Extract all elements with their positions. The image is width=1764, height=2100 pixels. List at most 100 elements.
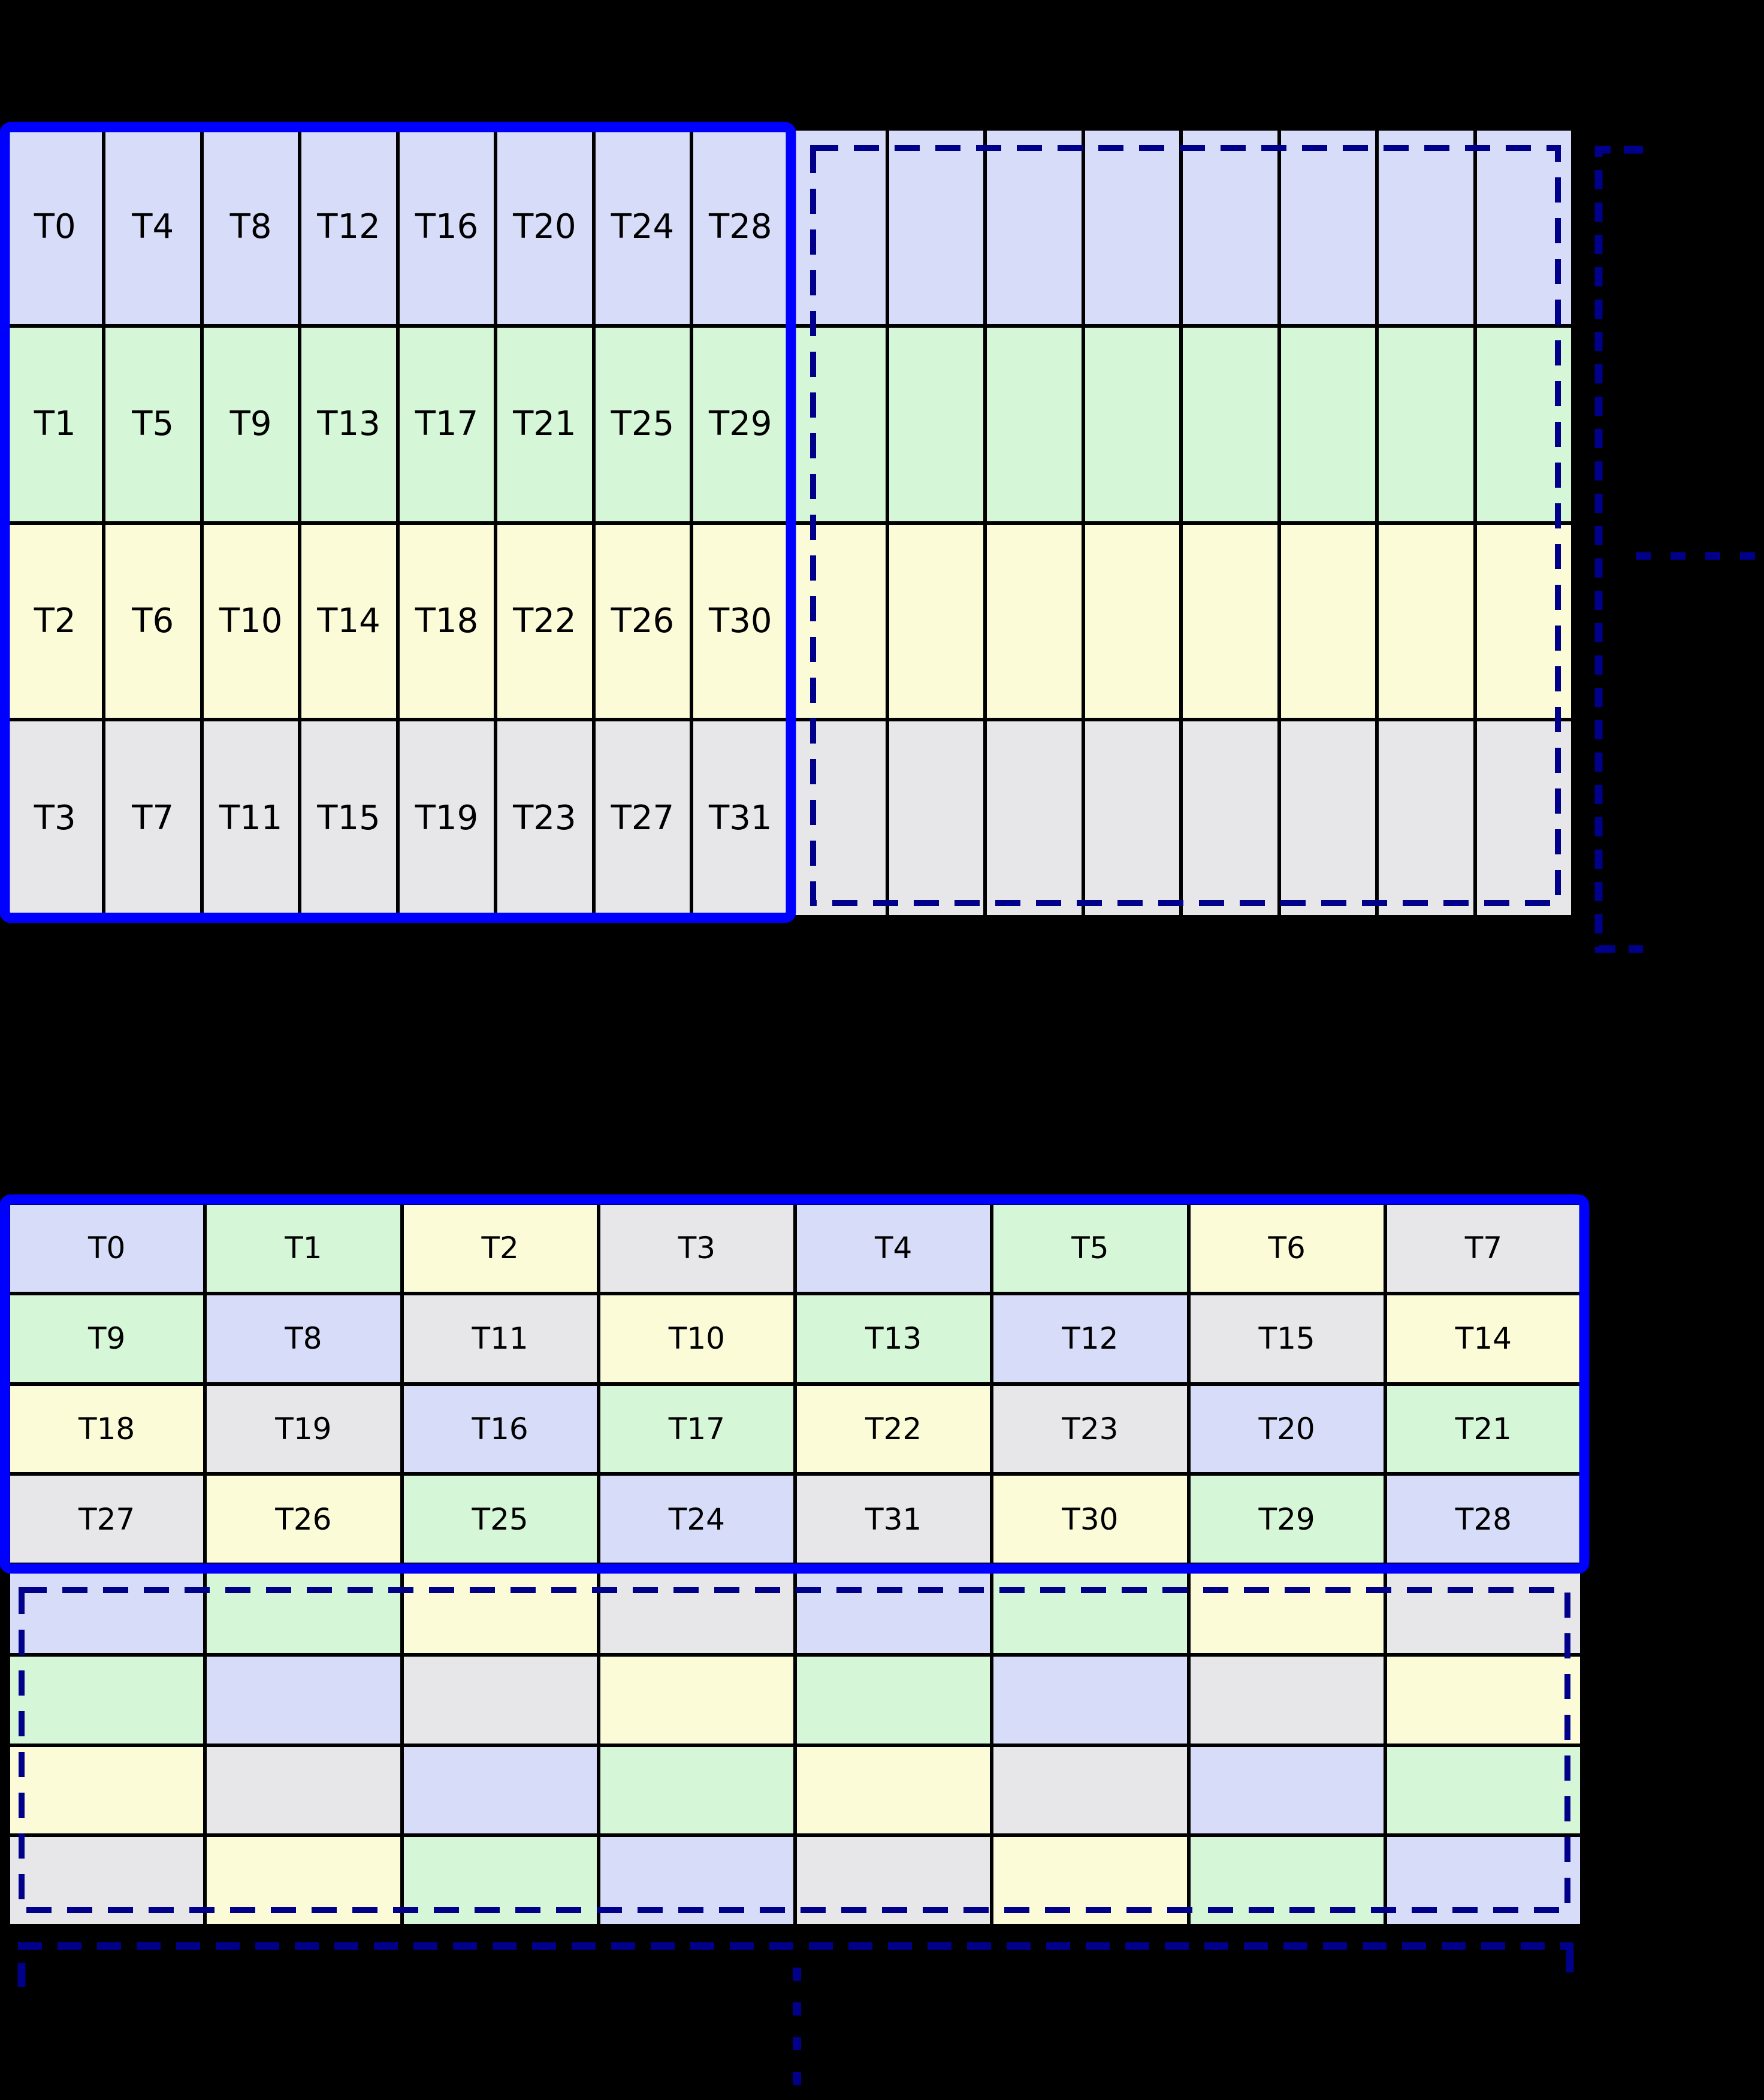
grid2-cell-r4-c1 [205,1564,402,1655]
grid2-cell-r4-c4 [795,1564,992,1655]
grid2-cell-r3-c3: T24 [598,1474,795,1564]
grid1-cell-r3-c4: T19 [397,720,496,917]
grid2-cell-r7-c0 [8,1835,206,1926]
grid2-cell-r5-c4 [795,1654,992,1745]
grid2-cell-r5-c1 [205,1654,402,1745]
grid2-cell-r2-c3: T17 [598,1383,795,1474]
grid2-cell-r3-c0: T27 [8,1474,206,1564]
grid1-cell-r1-c7: T29 [691,325,790,523]
grid2-cell-r1-c4: T13 [795,1293,992,1384]
grid1-cell-r1-c13 [1279,325,1378,523]
grid1-cell-r1-c10 [985,325,1083,523]
grid1-cell-r1-c4: T17 [397,325,496,523]
grid1-cell-r2-c7: T30 [691,522,790,720]
grid2-cell-r3-c2: T25 [401,1474,599,1564]
grid2-cell-r5-c7 [1385,1654,1582,1745]
grid1-cell-r2-c13 [1279,522,1378,720]
grid2-cell-r3-c1: T26 [205,1474,402,1564]
grid1-cell-r2-c10 [985,522,1083,720]
grid1-cell-r3-c0: T3 [6,720,104,917]
grid2-cell-r1-c7: T14 [1385,1293,1582,1384]
grid1-cell-r0-c3: T12 [300,129,398,326]
grid1-cell-r1-c3: T13 [300,325,398,523]
grid2-cell-r6-c1 [205,1745,402,1836]
thread-grid-column-major: T0 T4 T8 T12 T16 T20 T24 T28 T1 T5 T9 T13 T17 T21 T25 T… [6,129,1573,917]
grid1-cell-r2-c14 [1377,522,1475,720]
grid2-cell-r7-c1 [205,1835,402,1926]
grid1-cell-r1-c8 [789,325,887,523]
grid1-cell-r2-c2: T10 [201,522,300,720]
grid1-cell-r3-c13 [1279,720,1378,917]
grid1-cell-r1-c9 [887,325,986,523]
grid2-cell-r6-c3 [598,1745,795,1836]
grid2-cell-r0-c0: T0 [8,1203,206,1294]
grid1-cell-r2-c5: T22 [496,522,594,720]
grid1-cell-r0-c4: T16 [397,129,496,326]
grid2-cell-r3-c4: T31 [795,1474,992,1564]
grid1-cell-r0-c12 [1181,129,1279,326]
grid2-cell-r0-c1: T1 [205,1203,402,1294]
grid1-cell-r3-c1: T7 [104,720,202,917]
grid2-cell-r0-c6: T6 [1188,1203,1385,1294]
grid2-cell-r7-c3 [598,1835,795,1926]
grid2-cell-r1-c0: T9 [8,1293,206,1384]
grid2-cell-r2-c7: T21 [1385,1383,1582,1474]
grid1-cell-r1-c5: T21 [496,325,594,523]
grid1-cell-r2-c12 [1181,522,1279,720]
grid1-cell-r0-c9 [887,129,986,326]
grid2-cell-r7-c6 [1188,1835,1385,1926]
grid1-cell-r1-c6: T25 [593,325,692,523]
grid2-cell-r4-c7 [1385,1564,1582,1655]
grid2-cell-r5-c3 [598,1654,795,1745]
grid1-cell-r0-c14 [1377,129,1475,326]
grid2-cell-r0-c3: T3 [598,1203,795,1294]
thread-grid-swizzled: T0 T1 T2 T3 T4 T5 T6 T7 T9 T8 T11 T10 T13 T12 T15 T14 T1… [8,1203,1582,1926]
grid2-cell-r5-c5 [992,1654,1189,1745]
grid1-cell-r1-c0: T1 [6,325,104,523]
grid2-cell-r6-c0 [8,1745,206,1836]
grid1-cell-r1-c11 [1083,325,1182,523]
grid1-cell-r1-c1: T5 [104,325,202,523]
grid2-cell-r0-c2: T2 [401,1203,599,1294]
grid2-cell-r3-c7: T28 [1385,1474,1582,1564]
grid2-cell-r4-c0 [8,1564,206,1655]
grid2-cell-r7-c4 [795,1835,992,1926]
grid1-cell-r2-c0: T2 [6,522,104,720]
grid1-cell-r2-c11 [1083,522,1182,720]
grid2-cell-r1-c1: T8 [205,1293,402,1384]
grid1-cell-r2-c3: T14 [300,522,398,720]
grid1-cell-r0-c1: T4 [104,129,202,326]
grid2-cell-r2-c4: T22 [795,1383,992,1474]
grid2-cell-r3-c6: T29 [1188,1474,1385,1564]
grid1-cell-r0-c6: T24 [593,129,692,326]
grid1-cell-r1-c14 [1377,325,1475,523]
grid1-cell-r1-c2: T9 [201,325,300,523]
grid1-cell-r0-c0: T0 [6,129,104,326]
grid2-cell-r5-c0 [8,1654,206,1745]
grid2-cell-r2-c6: T20 [1188,1383,1385,1474]
grid1-cell-r0-c15 [1475,129,1573,326]
grid2-cell-r6-c6 [1188,1745,1385,1836]
grid2-cell-r4-c6 [1188,1564,1385,1655]
grid2-cell-r1-c2: T11 [401,1293,599,1384]
grid2-cell-r6-c2 [401,1745,599,1836]
grid1-cell-r0-c2: T8 [201,129,300,326]
grid2-cell-r1-c5: T12 [992,1293,1189,1384]
grid2-cell-r2-c5: T23 [992,1383,1189,1474]
grid1-cell-r3-c10 [985,720,1083,917]
grid2-cell-r5-c2 [401,1654,599,1745]
grid2-bottom-bracket [17,1942,1574,1987]
grid2-cell-r3-c5: T30 [992,1474,1189,1564]
grid1-cell-r3-c14 [1377,720,1475,917]
grid1-cell-r3-c12 [1181,720,1279,917]
grid1-cell-r0-c10 [985,129,1083,326]
grid2-cell-r6-c7 [1385,1745,1582,1836]
grid1-cell-r1-c12 [1181,325,1279,523]
grid2-cell-r2-c2: T16 [401,1383,599,1474]
grid2-cell-r6-c4 [795,1745,992,1836]
grid1-cell-r3-c8 [789,720,887,917]
grid1-cell-r3-c3: T15 [300,720,398,917]
grid1-cell-r3-c7: T31 [691,720,790,917]
grid2-cell-r0-c4: T4 [795,1203,992,1294]
